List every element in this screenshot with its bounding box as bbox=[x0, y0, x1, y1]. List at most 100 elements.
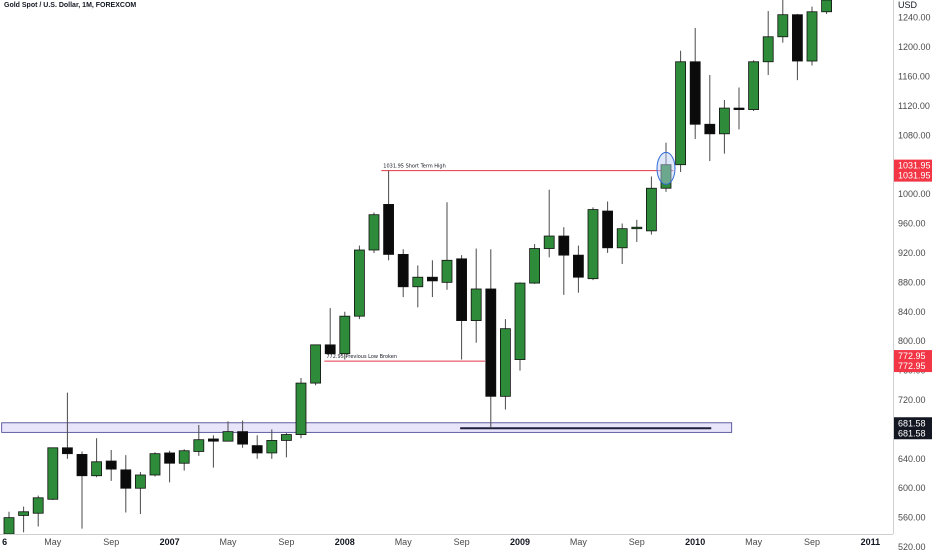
candle[interactable] bbox=[105, 450, 117, 481]
candle-body bbox=[631, 226, 643, 230]
candle-body bbox=[266, 440, 278, 454]
candle-body bbox=[573, 254, 584, 278]
zone-layer bbox=[1, 422, 733, 433]
candle[interactable] bbox=[32, 495, 44, 527]
candle-body bbox=[149, 453, 161, 476]
candle[interactable] bbox=[777, 0, 789, 43]
support-zone[interactable] bbox=[1, 422, 733, 433]
candle[interactable] bbox=[792, 13, 803, 81]
price-tick-label: 1160.00 bbox=[898, 71, 930, 81]
time-tick-label: May bbox=[570, 537, 588, 547]
candle[interactable] bbox=[368, 212, 380, 253]
candle[interactable] bbox=[631, 219, 643, 242]
candle[interactable] bbox=[295, 377, 307, 439]
price-tick-label: 1080.00 bbox=[898, 130, 931, 140]
candle[interactable] bbox=[76, 451, 88, 529]
price-tick-label: 1200.00 bbox=[898, 42, 931, 52]
candle[interactable] bbox=[529, 244, 540, 284]
candle[interactable] bbox=[120, 455, 132, 513]
highlight-circle[interactable] bbox=[656, 151, 676, 185]
candle[interactable] bbox=[821, 0, 832, 14]
candle-body bbox=[558, 235, 570, 256]
candle[interactable] bbox=[441, 202, 453, 290]
candle[interactable] bbox=[748, 60, 759, 112]
price-tick-label: 520.00 bbox=[898, 542, 926, 550]
candle-body bbox=[456, 258, 468, 321]
candle-body bbox=[105, 460, 117, 470]
candle-body bbox=[193, 439, 205, 452]
price-tick-label: 840.00 bbox=[898, 307, 926, 317]
candle[interactable] bbox=[485, 249, 497, 428]
candle[interactable] bbox=[514, 282, 526, 371]
candle-body bbox=[704, 123, 716, 135]
candle[interactable] bbox=[426, 260, 438, 298]
time-tick-label: 2008 bbox=[335, 537, 355, 547]
candle[interactable] bbox=[412, 265, 424, 308]
candle[interactable] bbox=[324, 308, 336, 355]
candle-body bbox=[821, 0, 832, 13]
candle-body bbox=[514, 282, 526, 360]
candle[interactable] bbox=[91, 438, 102, 478]
candle[interactable] bbox=[149, 452, 161, 477]
candle-body bbox=[748, 61, 759, 110]
candle-body bbox=[777, 14, 789, 38]
candle-body bbox=[32, 497, 44, 514]
candle[interactable] bbox=[456, 255, 468, 360]
candle[interactable] bbox=[237, 420, 249, 448]
candle[interactable] bbox=[704, 75, 716, 162]
time-axis[interactable]: 6 May Sep 2007 May Sep 2008 May Sep 2009 May Sep 201… bbox=[0, 534, 893, 548]
candle[interactable] bbox=[383, 170, 395, 261]
candle[interactable] bbox=[222, 421, 234, 442]
candle[interactable] bbox=[762, 11, 774, 75]
candle-body bbox=[616, 228, 628, 249]
time-tick-label: May bbox=[745, 537, 763, 547]
highlight-layer bbox=[656, 151, 676, 185]
candle[interactable] bbox=[543, 189, 555, 258]
candle-body bbox=[368, 214, 380, 251]
candle[interactable] bbox=[18, 506, 30, 533]
candle[interactable] bbox=[733, 87, 745, 130]
candle[interactable] bbox=[134, 472, 146, 514]
candle[interactable] bbox=[499, 319, 511, 410]
candle[interactable] bbox=[660, 142, 672, 192]
candle[interactable] bbox=[266, 429, 278, 459]
price-tick-label: 1000.00 bbox=[898, 189, 931, 199]
candle[interactable] bbox=[310, 344, 322, 386]
time-tick-label: May bbox=[395, 537, 413, 547]
price-tick-label: 920.00 bbox=[898, 248, 926, 258]
candle[interactable] bbox=[806, 6, 818, 66]
candle-body bbox=[120, 469, 132, 489]
candle[interactable] bbox=[397, 249, 409, 298]
candle[interactable] bbox=[251, 435, 263, 459]
candle[interactable] bbox=[193, 425, 205, 456]
candle[interactable] bbox=[62, 392, 73, 459]
candle[interactable] bbox=[616, 223, 628, 264]
candle[interactable] bbox=[558, 227, 570, 295]
candle[interactable] bbox=[339, 311, 351, 360]
candle[interactable] bbox=[719, 100, 730, 154]
candle[interactable] bbox=[47, 447, 59, 500]
candle[interactable] bbox=[689, 27, 701, 139]
candle[interactable] bbox=[280, 433, 292, 458]
candle[interactable] bbox=[207, 435, 219, 468]
candle[interactable] bbox=[587, 207, 599, 281]
candle[interactable] bbox=[675, 50, 686, 173]
candle-body bbox=[134, 474, 146, 489]
candle[interactable] bbox=[178, 449, 190, 471]
candle[interactable] bbox=[470, 248, 482, 343]
axis-price-text: 772.95 bbox=[898, 361, 926, 371]
price-axis[interactable]: USD 520.00560.00600.00640.00680.00720.00… bbox=[893, 0, 931, 550]
candle[interactable] bbox=[646, 176, 657, 235]
time-tick-label: 2007 bbox=[160, 537, 180, 547]
candle[interactable] bbox=[353, 245, 365, 320]
candle[interactable] bbox=[602, 201, 613, 253]
candle[interactable] bbox=[164, 450, 176, 483]
candle-layer[interactable] bbox=[3, 0, 832, 535]
candle[interactable] bbox=[573, 245, 584, 293]
axis-price-text: 1031.95 bbox=[898, 171, 931, 181]
candle[interactable] bbox=[3, 511, 15, 535]
candle-body bbox=[295, 382, 307, 435]
candle-body bbox=[733, 107, 745, 110]
